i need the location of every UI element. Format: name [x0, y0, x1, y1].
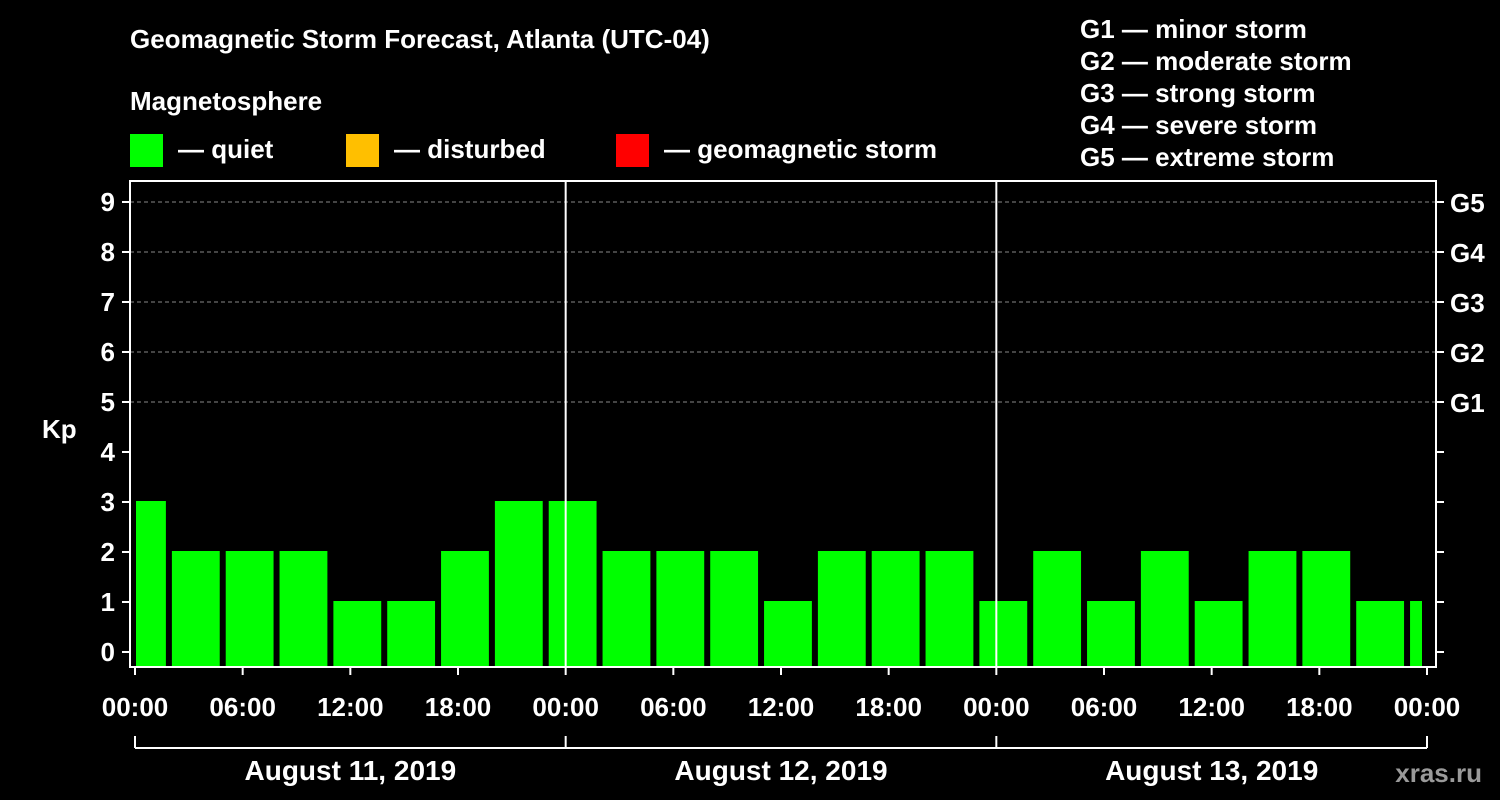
bar-7 — [494, 501, 543, 667]
bar-19 — [1140, 551, 1189, 667]
bar-22 — [1302, 551, 1351, 667]
x-tick-label-10: 12:00 — [1178, 692, 1245, 722]
y-tick-label-2: 2 — [101, 537, 115, 567]
bar-4 — [333, 601, 382, 667]
y-tick-label-0: 0 — [101, 637, 115, 667]
storm-scale-g4: G4 — severe storm — [1080, 110, 1318, 140]
legend-label-storm: — geomagnetic storm — [664, 134, 938, 164]
x-tick-label-8: 00:00 — [963, 692, 1030, 722]
storm-scale-g1: G1 — minor storm — [1080, 14, 1307, 44]
x-tick-label-7: 18:00 — [855, 692, 922, 722]
bar-5 — [387, 601, 436, 667]
legend-label-quiet: — quiet — [178, 134, 274, 164]
bar-9 — [602, 551, 651, 667]
y-tick-label-6: 6 — [101, 337, 115, 367]
x-tick-label-9: 06:00 — [1071, 692, 1138, 722]
bar-20 — [1194, 601, 1243, 667]
y-tick-label-9: 9 — [101, 187, 115, 217]
x-tick-label-2: 12:00 — [317, 692, 384, 722]
x-tick-label-6: 12:00 — [748, 692, 815, 722]
bar-16 — [979, 601, 1028, 667]
bar-3 — [279, 551, 328, 667]
bar-21 — [1248, 551, 1297, 667]
y-tick-label-5: 5 — [101, 387, 115, 417]
bar-8 — [548, 501, 597, 667]
x-tick-label-1: 06:00 — [209, 692, 276, 722]
bar-2 — [225, 551, 274, 667]
y-tick-label-1: 1 — [101, 587, 115, 617]
legend-swatch-storm — [616, 134, 649, 167]
storm-level-label-g2: G2 — [1450, 338, 1485, 368]
x-tick-label-5: 06:00 — [640, 692, 707, 722]
bar-23 — [1356, 601, 1405, 667]
storm-scale-g5: G5 — extreme storm — [1080, 142, 1335, 172]
y-tick-label-7: 7 — [101, 287, 115, 317]
bar-15 — [925, 551, 974, 667]
x-tick-label-0: 00:00 — [102, 692, 169, 722]
bar-10 — [656, 551, 705, 667]
legend-heading: Magnetosphere — [130, 86, 323, 116]
storm-level-label-g1: G1 — [1450, 388, 1485, 418]
watermark: xras.ru — [1395, 758, 1482, 788]
bar-11 — [710, 551, 759, 667]
storm-scale-g3: G3 — strong storm — [1080, 78, 1316, 108]
day-label-1: August 11, 2019 — [245, 755, 457, 786]
legend-label-disturbed: — disturbed — [394, 134, 546, 164]
y-tick-label-4: 4 — [101, 437, 116, 467]
storm-level-label-g5: G5 — [1450, 188, 1485, 218]
storm-level-label-g3: G3 — [1450, 288, 1485, 318]
bar-13 — [817, 551, 866, 667]
x-tick-label-11: 18:00 — [1286, 692, 1353, 722]
bar-1 — [171, 551, 220, 667]
storm-level-label-g4: G4 — [1450, 238, 1485, 268]
y-tick-label-3: 3 — [101, 487, 115, 517]
bar-14 — [871, 551, 920, 667]
y-axis-label: Kp — [42, 414, 77, 444]
bar-6 — [441, 551, 489, 667]
bar-0 — [136, 501, 166, 667]
bar-24 — [1410, 601, 1422, 667]
x-tick-label-4: 00:00 — [532, 692, 599, 722]
bar-18 — [1087, 601, 1135, 667]
bar-17 — [1033, 551, 1082, 667]
bar-12 — [764, 601, 812, 667]
chart-title: Geomagnetic Storm Forecast, Atlanta (UTC… — [130, 24, 710, 54]
storm-scale-g2: G2 — moderate storm — [1080, 46, 1352, 76]
y-tick-label-8: 8 — [101, 237, 115, 267]
day-label-3: August 13, 2019 — [1105, 755, 1318, 786]
legend-swatch-disturbed — [346, 134, 379, 167]
day-label-2: August 12, 2019 — [674, 755, 887, 786]
plot-frame — [129, 180, 1437, 668]
x-tick-label-3: 18:00 — [425, 692, 492, 722]
legend-swatch-quiet — [130, 134, 163, 167]
x-tick-label-12: 00:00 — [1394, 692, 1461, 722]
